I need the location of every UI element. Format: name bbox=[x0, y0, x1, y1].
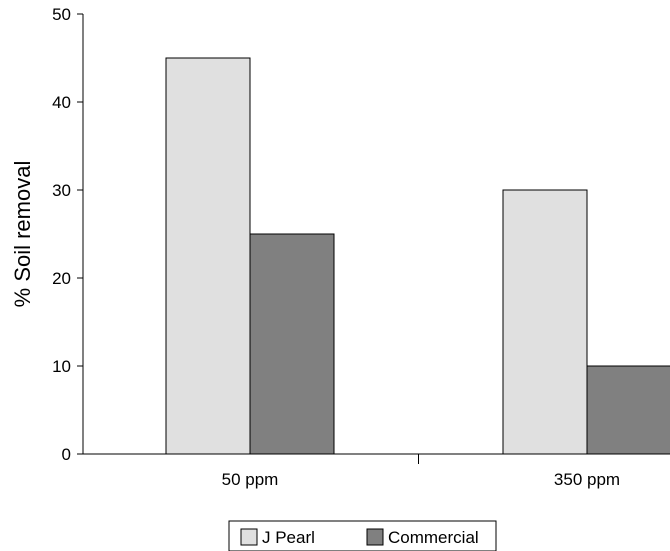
legend-frame bbox=[228, 520, 497, 551]
x-category-label: 350 ppm bbox=[554, 470, 620, 489]
y-tick-label: 50 bbox=[52, 5, 71, 24]
bar-commercial-50-ppm bbox=[249, 233, 335, 455]
legend-swatch-commercial bbox=[366, 528, 384, 546]
y-tick-label: 40 bbox=[52, 93, 71, 112]
y-tick-label: 10 bbox=[52, 357, 71, 376]
x-category-label: 50 ppm bbox=[222, 470, 279, 489]
bars-group bbox=[165, 57, 670, 455]
bar-j-pearl-350-ppm bbox=[502, 189, 588, 455]
legend-label-j-pearl: J Pearl bbox=[262, 528, 315, 547]
y-ticks: 0 10 20 30 40 50 bbox=[52, 5, 83, 464]
legend-label-commercial: Commercial bbox=[388, 528, 479, 547]
x-ticks: 50 ppm 350 ppm bbox=[222, 454, 620, 489]
legend: J Pearl Commercial bbox=[228, 520, 497, 551]
y-tick-label: 0 bbox=[62, 445, 71, 464]
bar-commercial-350-ppm bbox=[586, 365, 670, 455]
bar-j-pearl-50-ppm bbox=[165, 57, 251, 455]
y-axis-label: % Soil removal bbox=[10, 161, 35, 308]
y-tick-label: 30 bbox=[52, 181, 71, 200]
y-tick-label: 20 bbox=[52, 269, 71, 288]
legend-swatch-j-pearl bbox=[240, 528, 258, 546]
